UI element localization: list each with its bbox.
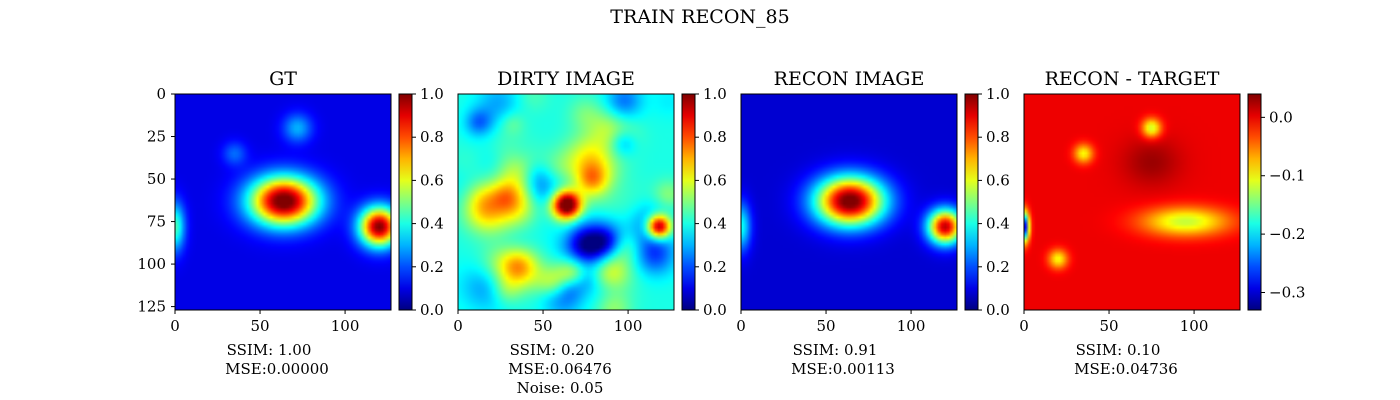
x-tick-label: 0 xyxy=(736,317,746,335)
metric-caption: Noise: 0.05 xyxy=(517,379,604,397)
x-tick-label: 50 xyxy=(250,317,269,335)
axes-frame xyxy=(1023,93,1241,311)
colorbar-tick-label: 0.8 xyxy=(986,128,1010,146)
colorbar-tick-label: −0.1 xyxy=(1269,167,1305,185)
colorbar-tick-label: 0.2 xyxy=(986,258,1010,276)
heatmap-image xyxy=(175,94,391,310)
axes-frame xyxy=(174,93,392,311)
colorbar-tick-label: 0.4 xyxy=(703,215,727,233)
figure-suptitle: TRAIN RECON_85 xyxy=(610,6,789,28)
colorbar-frame xyxy=(398,93,413,311)
panel-4: RECON - TARGET 0 50 100 SSIM: 0.10MSE:0.0473… xyxy=(1019,68,1305,378)
panel-1: GT 0 50 100 0 25 50 75 100 125 SSIM: 1.00MSE:0.000… xyxy=(137,68,444,378)
colorbar-tick-label: 0.2 xyxy=(420,258,444,276)
panel-title: GT xyxy=(269,68,297,90)
panel-title: DIRTY IMAGE xyxy=(497,68,635,90)
metric-caption: MSE:0.00113 xyxy=(791,360,895,378)
colorbar-tick-label: 0.6 xyxy=(703,171,727,189)
heatmap-image xyxy=(1024,94,1240,310)
heatmap-image xyxy=(741,94,957,310)
heatmap-image xyxy=(458,94,674,310)
axes-frame xyxy=(740,93,958,311)
colorbar-tick-label: −0.3 xyxy=(1269,283,1305,301)
metric-caption: SSIM: 0.20 xyxy=(510,341,595,359)
colorbar-tick-label: 0.4 xyxy=(986,215,1010,233)
colorbar-frame xyxy=(1247,93,1262,311)
x-tick-label: 100 xyxy=(614,317,643,335)
panel-title: RECON IMAGE xyxy=(774,68,925,90)
x-tick-label: 0 xyxy=(170,317,180,335)
colorbar-frame xyxy=(681,93,696,311)
y-tick-label: 75 xyxy=(147,213,166,231)
x-tick-label: 100 xyxy=(1180,317,1209,335)
y-tick-label: 25 xyxy=(147,128,166,146)
axes-frame xyxy=(457,93,675,311)
colorbar xyxy=(1248,94,1261,310)
metric-caption: MSE:0.04736 xyxy=(1074,360,1178,378)
colorbar-tick-label: 0.0 xyxy=(1269,108,1293,126)
colorbar-frame xyxy=(964,93,979,311)
colorbar-tick-label: −0.2 xyxy=(1269,225,1305,243)
metric-caption: SSIM: 0.10 xyxy=(1076,341,1161,359)
colorbar-tick-label: 0.0 xyxy=(703,301,727,319)
colorbar-tick-label: 0.2 xyxy=(703,258,727,276)
colorbar-tick-label: 1.0 xyxy=(420,85,444,103)
panel-2: DIRTY IMAGE 0 50 100 SSIM: 0.20MSE:0.06476No… xyxy=(453,68,727,397)
x-tick-label: 100 xyxy=(897,317,926,335)
colorbar-tick-label: 0.8 xyxy=(703,128,727,146)
x-tick-label: 100 xyxy=(331,317,360,335)
colorbar-tick-label: 1.0 xyxy=(703,85,727,103)
metric-caption: SSIM: 0.91 xyxy=(793,341,878,359)
y-tick-label: 0 xyxy=(156,85,166,103)
x-tick-label: 0 xyxy=(1019,317,1029,335)
x-tick-label: 0 xyxy=(453,317,463,335)
y-tick-label: 100 xyxy=(137,255,166,273)
x-tick-label: 50 xyxy=(533,317,552,335)
colorbar xyxy=(682,94,695,310)
colorbar xyxy=(399,94,412,310)
colorbar-tick-label: 0.0 xyxy=(986,301,1010,319)
x-tick-label: 50 xyxy=(816,317,835,335)
y-tick-label: 50 xyxy=(147,170,166,188)
colorbar-tick-label: 0.6 xyxy=(986,171,1010,189)
metric-caption: MSE:0.06476 xyxy=(508,360,612,378)
metric-caption: MSE:0.00000 xyxy=(225,360,329,378)
metric-caption: SSIM: 1.00 xyxy=(227,341,312,359)
colorbar-tick-label: 0.4 xyxy=(420,215,444,233)
panel-title: RECON - TARGET xyxy=(1045,68,1220,90)
colorbar-tick-label: 1.0 xyxy=(986,85,1010,103)
colorbar xyxy=(965,94,978,310)
colorbar-tick-label: 0.6 xyxy=(420,171,444,189)
y-tick-label: 125 xyxy=(137,298,166,316)
colorbar-tick-label: 0.8 xyxy=(420,128,444,146)
x-tick-label: 50 xyxy=(1099,317,1118,335)
colorbar-tick-label: 0.0 xyxy=(420,301,444,319)
